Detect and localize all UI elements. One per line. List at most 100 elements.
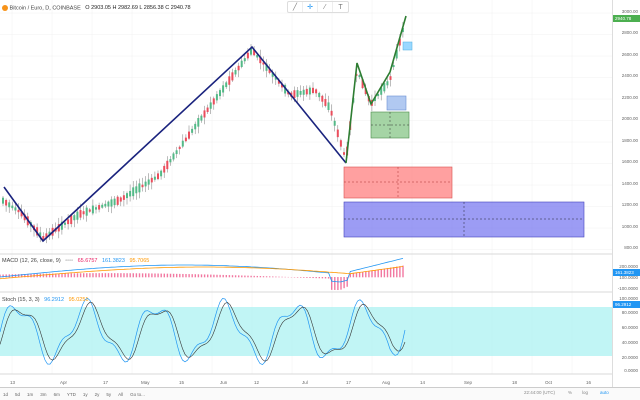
macd-hist-bar [303,277,305,278]
macd-hist-bar [89,273,91,278]
candle-body [5,199,8,206]
text-icon[interactable]: T [338,3,343,11]
range-3m[interactable]: 3m [40,391,47,397]
range-5d[interactable]: 5d [15,391,21,397]
macd-hist-bar [55,273,57,278]
candle-body [219,90,221,97]
auto-toggle[interactable]: auto [600,390,609,395]
utc-clock[interactable]: 22:44:00 (UTC) [524,390,556,395]
macd-hist-bar [334,277,336,290]
range-5y[interactable]: 5y [106,391,112,397]
macd-hist-bar [393,267,395,278]
candle-body [42,236,45,240]
symbol-legend[interactable]: Bitcoin / Euro, D, COINBASE O 2903.05 H … [2,5,191,11]
macd-hist-bar [241,275,243,278]
macd-hist-bar [52,273,54,278]
candle-body [243,58,246,62]
candle-body [17,209,20,213]
crosshair-icon[interactable]: ✛ [303,2,318,12]
macd-hist-bar [318,277,320,279]
brush-icon[interactable]: ⁄ [318,2,333,12]
range-1y[interactable]: 1y [82,391,88,397]
candle-body [327,102,330,110]
macd-signal-value: 95.7065 [129,258,150,264]
candle-body [237,65,240,71]
candle-body [315,89,318,94]
range-1d[interactable]: 1d [3,391,9,397]
range-6m[interactable]: 6m [53,391,60,397]
range-ytd[interactable]: YTD [66,391,76,397]
macd-hist-bar [231,275,234,278]
candle-body [95,207,97,210]
macd-hist-bar [278,276,280,278]
range-all[interactable]: All [118,391,124,397]
trend-line-icon[interactable]: ╱ [288,2,303,12]
macd-hist-bar [365,271,367,278]
macd-hist-bar [76,273,79,278]
candle-body [380,87,383,95]
candle-body [386,81,389,86]
small-blue-rect[interactable] [386,95,407,111]
candle-body [250,48,252,55]
macd-legend[interactable]: MACD (12, 26, close, 9) ▫▫▫▫ 65.6757 161… [2,258,149,264]
price-axis[interactable]: 3000.00 2800.00 2600.00 2400.00 2200.00 … [612,0,640,387]
macd-hist-bar [358,272,361,278]
stoch-tick: 40.0000 [621,340,638,345]
candle-body [206,107,209,113]
macd-hist-bar [321,277,324,279]
candle-body [398,38,401,46]
stoch-legend[interactable]: Stoch (15, 3, 3) 96.2912 95.0251 [2,297,88,303]
log-toggle[interactable]: log [582,390,589,395]
macd-hist-bar [309,277,311,278]
candle-body [318,92,321,98]
macd-tick: -100.0000 [617,286,638,291]
candle-body [277,79,280,84]
symbol-title: Bitcoin / Euro, D, COINBASE [9,5,81,12]
macd-settings-icon[interactable]: ▫▫▫▫ [65,258,74,264]
macd-hist-bar [259,276,262,278]
candle-body [144,181,147,187]
macd-hist-bar [225,275,227,278]
candle-body [23,214,26,221]
candle-body [324,99,327,106]
macd-hist-bar [58,273,60,278]
candle-body [45,233,48,239]
candle-body [104,203,107,207]
candle-body [172,153,175,160]
blue-trend-line[interactable] [3,45,347,243]
macd-hist-bar [188,274,190,278]
range-2y[interactable]: 2y [94,391,100,397]
green-trend-line[interactable] [345,15,407,164]
candle-body [110,199,113,207]
candle-body [141,184,144,188]
macd-hist-bar [374,270,376,278]
goto-date-button[interactable]: Go to... [130,391,145,397]
macd-hist-bar [262,276,265,278]
macd-hist-bar [27,273,29,278]
time-tick: May [141,380,150,385]
chart-canvas[interactable] [0,0,612,387]
macd-hist-bar [101,273,103,278]
macd-hist-bar [135,273,138,278]
candle-body [166,160,169,170]
macd-hist-bar [95,273,97,278]
drawing-toolbar: ╱ ✛ ⁄ T [287,1,349,13]
candle-body [60,221,63,230]
candle-body [234,70,237,75]
macd-label: MACD (12, 26, close, 9) [2,258,61,264]
candle-body [36,227,39,236]
candle-body [361,79,364,89]
candle-body [64,222,66,225]
macd-hist-bar [222,274,224,278]
range-1m[interactable]: 1m [27,391,34,397]
time-tick: 17 [103,380,109,385]
macd-hist-bar [169,273,172,278]
macd-hist-bar [324,277,327,279]
price-tick: 2600.00 [621,52,638,57]
percent-toggle[interactable]: % [568,390,573,395]
macd-hist-bar [42,273,45,278]
tiny-cyan-rect[interactable] [402,41,413,51]
macd-tick: 100.0000 [619,275,638,280]
candle-body [222,85,225,93]
macd-hist-bar [17,274,20,278]
